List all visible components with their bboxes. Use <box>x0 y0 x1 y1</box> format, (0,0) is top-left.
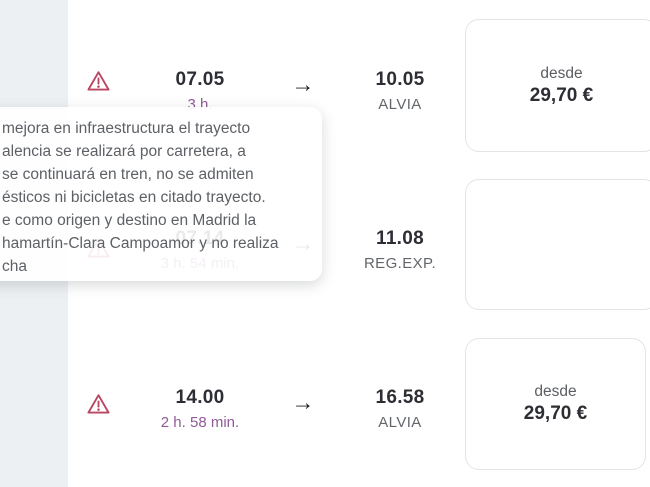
tooltip-text-line: ésticos ni bicicletas en citado trayecto… <box>2 189 266 206</box>
warning-triangle-icon[interactable] <box>86 392 111 416</box>
tooltip-text-line: e como origen y destino en Madrid la <box>2 212 257 229</box>
departure-time: 07.05 <box>175 69 225 90</box>
price-from-label: desde <box>540 64 583 82</box>
departure-time: 14.00 <box>175 387 225 408</box>
warning-tooltip: mejora en infraestructura el trayecto al… <box>0 107 322 281</box>
arrow-right-icon: → <box>291 389 315 415</box>
tooltip-text-line: se continuará en tren, no se admiten <box>2 166 254 183</box>
arrival-time: 11.08 <box>376 228 424 249</box>
tooltip-text-line: alencia se realizará por carretera, a <box>2 143 246 160</box>
train-type: ALVIA <box>378 96 422 113</box>
price-card[interactable]: desde 29,70 € <box>465 19 650 152</box>
price-from-label: desde <box>534 383 577 400</box>
price-card[interactable]: desde 29,70 € <box>465 338 646 470</box>
train-type: REG.EXP. <box>363 255 437 272</box>
warning-triangle-icon[interactable] <box>86 69 111 93</box>
tooltip-text-line: cha <box>2 258 27 275</box>
price-card[interactable] <box>465 179 650 310</box>
tooltip-text-line: hamartín-Clara Campoamor y no realiza <box>2 235 279 252</box>
arrival-time: 16.58 <box>375 387 425 408</box>
arrow-right-icon: → <box>291 71 315 97</box>
trip-duration: 2 h. 58 min. <box>160 414 240 431</box>
price-amount: 29,70 € <box>523 403 588 424</box>
tooltip-text-line: mejora en infraestructura el trayecto <box>2 120 251 137</box>
train-type: ALVIA <box>378 414 422 431</box>
arrival-time: 10.05 <box>375 69 425 90</box>
price-amount: 29,70 € <box>529 84 594 106</box>
